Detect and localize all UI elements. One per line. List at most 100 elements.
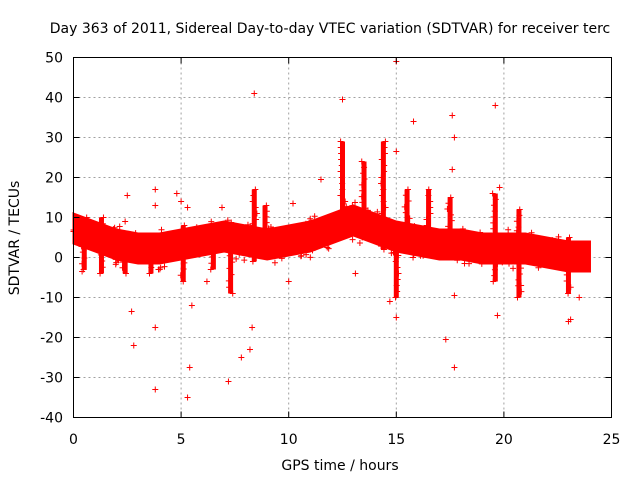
spike-point [427,210,434,217]
data-point [300,246,307,253]
data-point [373,220,380,227]
spike-point [177,272,184,279]
spike-point [382,204,389,211]
spike-point [180,266,187,273]
spike-point [260,225,267,232]
spike-point [207,266,214,273]
spike-point [180,278,187,285]
spike-point [119,230,126,237]
data-point [174,234,181,241]
data-point [275,248,282,255]
data-point [411,223,418,230]
spike-point [120,253,127,260]
data-point [193,224,200,231]
data-point [410,251,417,258]
spike-point [516,206,523,213]
spike-point [381,144,388,151]
data-point [505,226,512,233]
spike-point [566,246,573,253]
spike-point [490,278,497,285]
data-point [173,242,180,249]
outlier-point [122,218,129,225]
x-axis-label: GPS time / hours [281,458,398,474]
outlier-point [386,298,393,305]
data-point [135,234,142,241]
spike-point [79,226,86,233]
spike-point [567,284,574,291]
data-point [347,228,354,235]
spike-point [378,210,385,217]
spike-point [514,294,521,301]
spike-point [447,194,454,201]
spike-point [402,209,409,216]
data-point [139,237,146,244]
data-point [485,250,492,257]
outlier-point [567,316,574,323]
spike-point [445,229,452,236]
data-point [158,226,165,233]
data-point [529,253,536,260]
outlier-point [352,270,359,277]
data-point [435,234,442,241]
data-point [307,215,314,222]
data-point [466,260,473,267]
spike-point [211,241,218,248]
spike-point [424,234,431,241]
data-point [116,223,123,230]
spike-point [262,231,269,238]
outlier-point [152,202,159,209]
outlier-point [124,192,131,199]
spike-point [564,259,571,266]
x-tick-label: 10 [280,432,298,448]
data-point [327,237,334,244]
spike-point [360,222,367,229]
spike-point [96,233,103,240]
spike-point [425,192,432,199]
ticks [73,57,612,418]
spike-point [514,259,521,266]
data-point [478,260,485,267]
data-point [244,221,251,228]
data-point [388,235,395,242]
data-point [132,230,139,237]
spike-point [490,225,497,232]
data-point [349,202,356,209]
data-point [551,262,558,269]
data-point [510,265,517,272]
spike-point [381,162,388,169]
spike-point [210,247,217,254]
outlier-point [238,354,245,361]
spike-point [358,181,365,188]
data-point [373,229,380,236]
spike-point [491,202,498,209]
data-point [477,229,484,236]
outlier-point [128,308,135,315]
spike-point [225,277,232,284]
spike-point [361,164,368,171]
data-point [189,248,196,255]
spike-point [405,198,412,205]
spike-point [249,198,256,205]
data-point [297,253,304,260]
outlier-point [178,198,185,205]
spike-point [182,247,189,254]
data-point [347,206,354,213]
data-point [166,252,173,259]
spike-point [209,253,216,260]
spike-point [392,294,399,301]
outlier-point [152,324,159,331]
y-axis-label: SDTVAR / TECUs [7,181,23,296]
data-point [303,225,310,232]
data-point [271,259,278,266]
spike-point [263,219,270,226]
spike-point [379,228,386,235]
spike-point [181,228,188,235]
data-point [499,259,506,266]
spike-point [563,278,570,285]
data-point [189,235,196,242]
data-point [454,257,461,264]
outlier-point [410,118,417,125]
data-point [158,234,165,241]
data-point [319,237,326,244]
data-point [279,250,286,257]
